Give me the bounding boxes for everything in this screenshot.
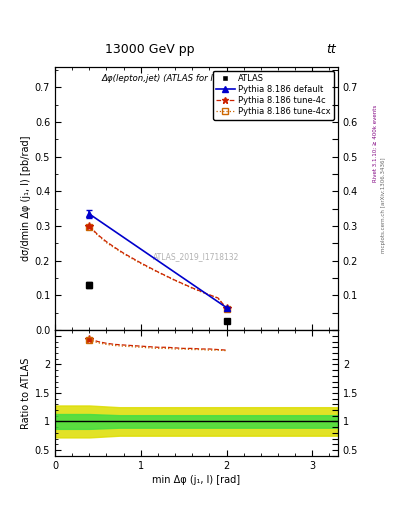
- Text: ATLAS_2019_I1718132: ATLAS_2019_I1718132: [153, 252, 240, 261]
- Text: tt: tt: [326, 44, 336, 56]
- X-axis label: min Δφ (j₁, l) [rad]: min Δφ (j₁, l) [rad]: [152, 475, 241, 485]
- Y-axis label: Ratio to ATLAS: Ratio to ATLAS: [20, 357, 31, 429]
- Y-axis label: dσ/dmin Δφ (j₁, l) [pb/rad]: dσ/dmin Δφ (j₁, l) [pb/rad]: [20, 136, 31, 261]
- Text: 13000 GeV pp: 13000 GeV pp: [105, 44, 194, 56]
- Text: Δφ(lepton,jet) (ATLAS for leptoquark search): Δφ(lepton,jet) (ATLAS for leptoquark sea…: [101, 74, 292, 83]
- Text: Rivet 3.1.10; ≥ 400k events: Rivet 3.1.10; ≥ 400k events: [373, 105, 378, 182]
- Legend: ATLAS, Pythia 8.186 default, Pythia 8.186 tune-4c, Pythia 8.186 tune-4cx: ATLAS, Pythia 8.186 default, Pythia 8.18…: [213, 71, 334, 120]
- Text: mcplots.cern.ch [arXiv:1306.3436]: mcplots.cern.ch [arXiv:1306.3436]: [381, 157, 386, 252]
